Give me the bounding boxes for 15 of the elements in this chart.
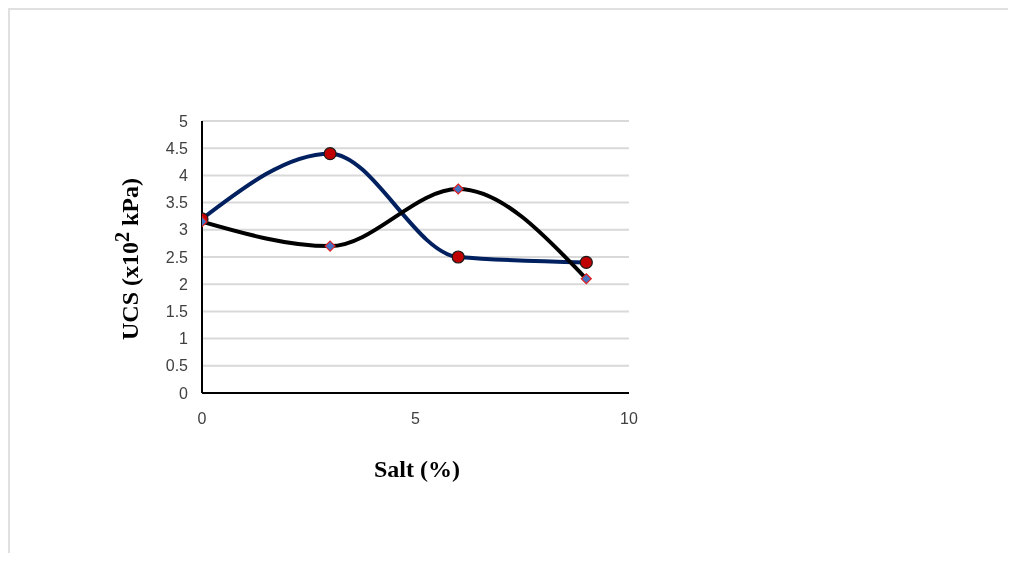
x-axis-title: Salt (%) xyxy=(374,455,460,483)
x-tick-label: 10 xyxy=(620,410,638,428)
y-tick-label: 0.5 xyxy=(165,357,189,375)
y-tick-label: 1 xyxy=(179,330,189,348)
x-tick-label: 5 xyxy=(411,410,421,428)
y-tick-label: 3 xyxy=(179,221,189,239)
y-tick-label: 4 xyxy=(179,167,189,185)
x-tick-label: 0 xyxy=(197,410,207,428)
y-tick-label: 4.5 xyxy=(165,139,189,157)
y-tick-label: 3.5 xyxy=(165,194,189,212)
y-tick-label: 2 xyxy=(179,275,189,293)
y-tick-label: 2.5 xyxy=(165,248,189,266)
y-tick-label: 1.5 xyxy=(165,303,189,321)
y-tick-label: 0 xyxy=(179,384,189,402)
y-tick-label: 5 xyxy=(179,112,189,130)
